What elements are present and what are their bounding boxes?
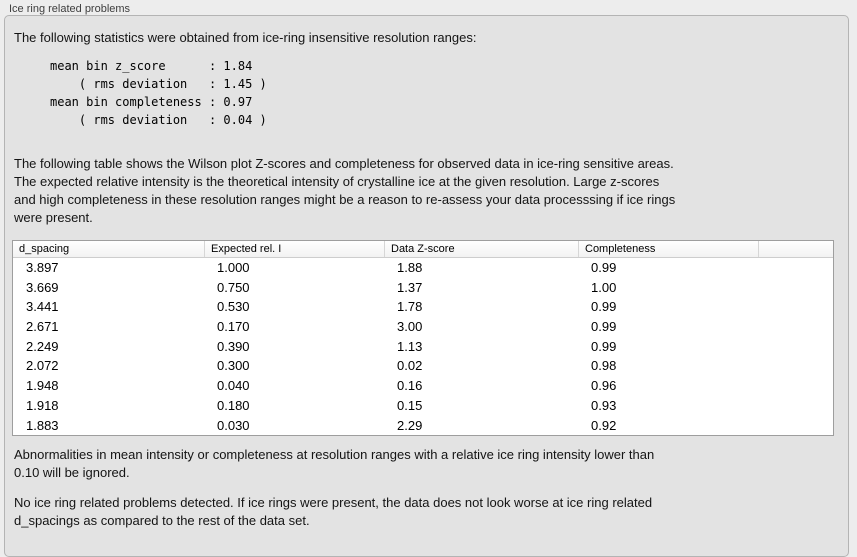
cell-expected-rel-i: 1.000 <box>217 260 250 275</box>
cell-data-z-score: 1.37 <box>397 279 423 295</box>
cell-empty <box>758 278 833 298</box>
cell-data-z-score: 2.29 <box>397 417 423 433</box>
cell-completeness: 0.93 <box>591 397 617 413</box>
cell-empty <box>758 258 833 278</box>
cell-empty <box>758 396 833 416</box>
cell-empty <box>758 416 833 436</box>
cell-completeness: 0.98 <box>591 358 617 374</box>
cell-completeness: 0.99 <box>591 338 617 354</box>
cell-data-z-score: 0.15 <box>397 397 423 413</box>
cell-d-spacing: 3.669 <box>26 279 59 295</box>
cell-data-z-score: 1.88 <box>397 260 423 275</box>
description-text: The following table shows the Wilson plo… <box>14 155 675 227</box>
cell-d-spacing: 1.883 <box>26 417 59 433</box>
description-line: were present. <box>14 210 93 225</box>
column-header-completeness[interactable]: Completeness <box>578 241 758 257</box>
table-header-row: d_spacing Expected rel. I Data Z-score C… <box>13 241 833 258</box>
cell-d-spacing: 1.918 <box>26 397 59 413</box>
cell-empty <box>758 297 833 317</box>
description-line: The expected relative intensity is the t… <box>14 174 660 189</box>
stat-line-completeness-rms: ( rms deviation : 0.04 ) <box>50 113 267 127</box>
ice-ring-group-box: The following statistics were obtained f… <box>4 15 849 557</box>
table-row[interactable]: 1.883 0.030 2.29 0.92 <box>13 416 833 436</box>
cell-expected-rel-i: 0.030 <box>217 417 250 433</box>
cell-completeness: 0.99 <box>591 319 617 335</box>
conclusion-text: No ice ring related problems detected. I… <box>14 494 652 530</box>
ice-ring-table: d_spacing Expected rel. I Data Z-score C… <box>12 240 834 437</box>
cell-data-z-score: 1.13 <box>397 338 423 354</box>
cell-d-spacing: 2.072 <box>26 358 59 374</box>
column-header-empty <box>758 241 833 257</box>
table-row[interactable]: 3.897 1.000 1.88 0.99 <box>13 258 833 278</box>
conclusion-line: No ice ring related problems detected. I… <box>14 495 653 510</box>
description-line: The following table shows the Wilson plo… <box>14 156 674 171</box>
table-row[interactable]: 2.072 0.300 0.02 0.98 <box>13 356 833 376</box>
cell-completeness: 1.00 <box>591 279 617 295</box>
cell-d-spacing: 3.441 <box>26 299 59 315</box>
cell-data-z-score: 0.02 <box>397 358 423 374</box>
cell-empty <box>758 337 833 357</box>
cell-expected-rel-i: 0.300 <box>217 358 250 374</box>
stats-block: mean bin z_score : 1.84 ( rms deviation … <box>50 57 267 129</box>
cell-expected-rel-i: 0.040 <box>217 378 250 394</box>
cell-expected-rel-i: 0.530 <box>217 299 250 315</box>
cell-expected-rel-i: 0.180 <box>217 397 250 413</box>
table-row[interactable]: 3.441 0.530 1.78 0.99 <box>13 297 833 317</box>
cell-completeness: 0.99 <box>591 260 617 275</box>
table-row[interactable]: 1.948 0.040 0.16 0.96 <box>13 376 833 396</box>
conclusion-line: d_spacings as compared to the rest of th… <box>14 513 310 528</box>
cell-d-spacing: 1.948 <box>26 378 59 394</box>
cell-expected-rel-i: 0.750 <box>217 279 250 295</box>
stat-line-mean-z-score: mean bin z_score : 1.84 <box>50 59 253 73</box>
cell-expected-rel-i: 0.390 <box>217 338 250 354</box>
table-body: 3.897 1.000 1.88 0.99 3.669 0.750 1.37 1… <box>13 258 833 435</box>
stat-line-z-score-rms: ( rms deviation : 1.45 ) <box>50 77 267 91</box>
column-header-d-spacing[interactable]: d_spacing <box>19 243 70 255</box>
cell-empty <box>758 356 833 376</box>
column-header-data-z-score[interactable]: Data Z-score <box>384 241 578 257</box>
cell-d-spacing: 2.249 <box>26 338 59 354</box>
cell-data-z-score: 3.00 <box>397 319 423 335</box>
cell-data-z-score: 1.78 <box>397 299 423 315</box>
ignore-note-text: Abnormalities in mean intensity or compl… <box>14 446 654 482</box>
description-line: and high completeness in these resolutio… <box>14 192 676 207</box>
table-row[interactable]: 2.671 0.170 3.00 0.99 <box>13 317 833 337</box>
cell-empty <box>758 317 833 337</box>
table-row[interactable]: 1.918 0.180 0.15 0.93 <box>13 396 833 416</box>
intro-text: The following statistics were obtained f… <box>14 30 477 45</box>
ignore-note-line: Abnormalities in mean intensity or compl… <box>14 447 655 462</box>
cell-empty <box>758 376 833 396</box>
cell-data-z-score: 0.16 <box>397 378 423 394</box>
cell-d-spacing: 3.897 <box>26 260 59 275</box>
column-header-expected-rel-i[interactable]: Expected rel. I <box>204 241 384 257</box>
cell-completeness: 0.99 <box>591 299 617 315</box>
ignore-note-line: 0.10 will be ignored. <box>14 465 130 480</box>
table-row[interactable]: 2.249 0.390 1.13 0.99 <box>13 337 833 357</box>
cell-completeness: 0.92 <box>591 417 617 433</box>
table-row[interactable]: 3.669 0.750 1.37 1.00 <box>13 278 833 298</box>
cell-d-spacing: 2.671 <box>26 319 59 335</box>
cell-completeness: 0.96 <box>591 378 617 394</box>
panel-title: Ice ring related problems <box>9 3 131 15</box>
cell-expected-rel-i: 0.170 <box>217 319 250 335</box>
stat-line-mean-completeness: mean bin completeness : 0.97 <box>50 95 253 109</box>
